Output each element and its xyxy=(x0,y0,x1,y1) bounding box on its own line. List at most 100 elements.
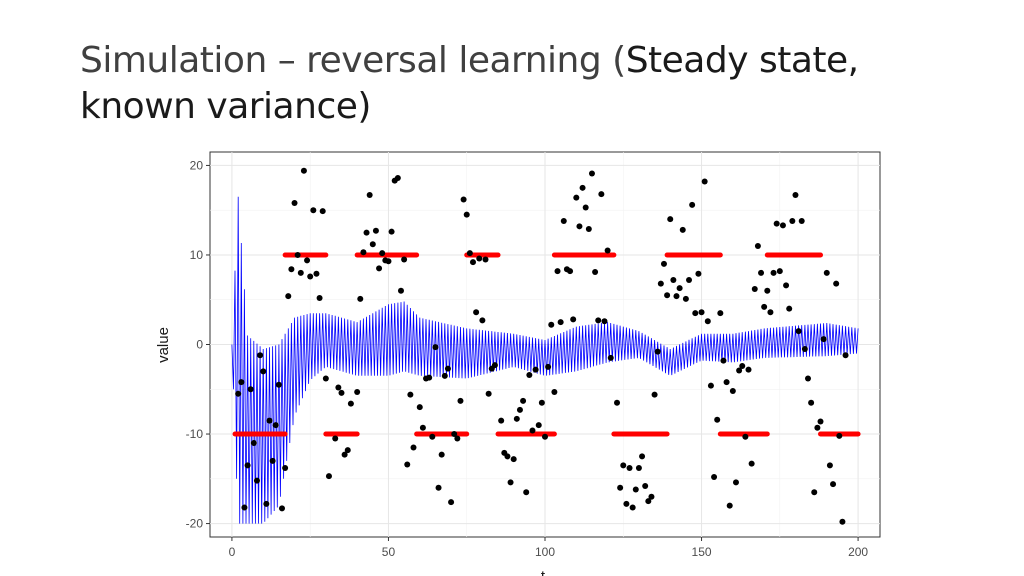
data-point xyxy=(751,285,758,292)
data-point xyxy=(645,498,652,505)
data-point xyxy=(779,222,786,229)
data-point xyxy=(776,268,783,275)
data-point xyxy=(332,435,339,442)
data-point xyxy=(316,294,323,301)
data-point xyxy=(648,493,655,500)
data-point xyxy=(520,397,527,404)
data-point xyxy=(707,382,714,389)
data-point xyxy=(279,505,286,512)
data-point xyxy=(698,309,705,316)
data-point xyxy=(833,280,840,287)
data-point xyxy=(573,194,580,201)
data-point xyxy=(376,265,383,272)
data-point xyxy=(686,277,693,284)
data-point xyxy=(598,191,605,198)
data-point xyxy=(811,489,818,496)
data-point xyxy=(510,456,517,463)
observation-series xyxy=(235,167,849,525)
data-point xyxy=(335,384,342,391)
x-axis-title: t xyxy=(541,568,546,576)
data-point xyxy=(639,453,646,460)
title-emphasis-line2: known variance) xyxy=(80,86,371,127)
data-point xyxy=(745,366,752,373)
data-point xyxy=(814,424,821,431)
data-point xyxy=(432,344,439,351)
data-point xyxy=(560,217,567,224)
data-point xyxy=(758,269,765,276)
data-point xyxy=(767,309,774,316)
data-point xyxy=(770,269,777,276)
data-point xyxy=(288,266,295,273)
data-point xyxy=(542,433,548,440)
data-point xyxy=(347,400,354,407)
data-point xyxy=(595,317,602,324)
data-point xyxy=(282,465,289,472)
data-point xyxy=(354,388,361,395)
data-point xyxy=(592,268,599,275)
data-point xyxy=(714,416,721,423)
data-point xyxy=(717,310,724,317)
data-point xyxy=(635,465,642,472)
data-point xyxy=(247,386,254,393)
data-point xyxy=(808,399,815,406)
data-point xyxy=(285,293,292,300)
data-point xyxy=(557,319,564,326)
data-point xyxy=(310,207,317,214)
data-point xyxy=(341,451,348,458)
y-axis-title: value xyxy=(155,327,172,363)
data-point xyxy=(404,461,411,468)
data-point xyxy=(548,321,555,328)
data-point xyxy=(523,489,530,496)
data-point xyxy=(798,217,805,224)
data-point xyxy=(238,379,245,386)
data-point xyxy=(817,418,824,425)
data-point xyxy=(842,352,849,359)
data-point xyxy=(804,375,811,382)
data-point xyxy=(457,397,464,404)
data-point xyxy=(454,435,461,442)
data-point xyxy=(820,336,827,343)
x-tick-label: 200 xyxy=(848,545,868,559)
data-point xyxy=(250,439,257,446)
data-point xyxy=(567,268,574,275)
data-point xyxy=(435,484,442,491)
data-point xyxy=(601,318,608,325)
data-point xyxy=(357,295,364,302)
data-point xyxy=(426,374,433,381)
data-point xyxy=(629,504,636,511)
data-point xyxy=(654,348,661,355)
data-point xyxy=(291,200,298,207)
data-point xyxy=(676,285,683,292)
data-point xyxy=(388,228,395,235)
data-point xyxy=(253,477,260,484)
data-point xyxy=(839,518,846,525)
data-point xyxy=(241,504,248,511)
data-point xyxy=(704,318,711,325)
data-point xyxy=(836,432,843,439)
y-tick-label: -20 xyxy=(186,517,204,531)
data-point xyxy=(507,479,514,486)
data-point xyxy=(416,404,423,411)
data-point xyxy=(732,479,739,486)
data-point xyxy=(664,292,671,299)
data-point xyxy=(379,250,386,257)
y-tick-label: 20 xyxy=(190,158,204,172)
data-point xyxy=(407,391,414,398)
title-emphasis: Steady state, xyxy=(625,40,859,81)
data-point xyxy=(394,174,401,181)
data-point xyxy=(482,256,489,263)
data-point xyxy=(463,211,470,218)
data-point xyxy=(448,499,455,506)
data-point xyxy=(366,191,373,198)
data-point xyxy=(397,287,404,294)
x-axis: 0 50 100 150 200 xyxy=(229,537,868,559)
data-point xyxy=(313,270,320,277)
y-tick-label: -10 xyxy=(186,427,204,441)
data-point xyxy=(801,345,808,352)
data-point xyxy=(269,457,276,464)
data-point xyxy=(604,247,611,254)
data-point xyxy=(579,184,586,191)
x-tick-label: 100 xyxy=(535,545,555,559)
x-tick-label: 50 xyxy=(382,545,396,559)
